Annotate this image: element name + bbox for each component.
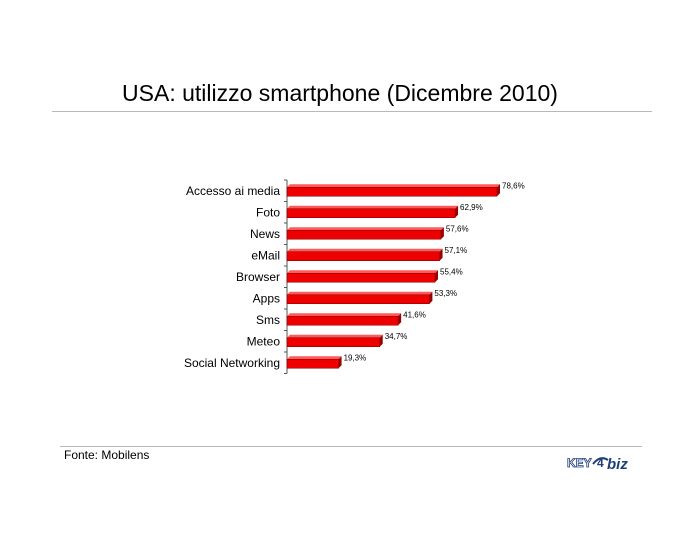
category-label: Social Networking <box>184 356 280 370</box>
bar <box>286 316 399 326</box>
bar-top-face <box>287 184 500 188</box>
category-label: eMail <box>251 248 280 262</box>
svg-text:biz: biz <box>607 456 628 473</box>
bar-side-face <box>497 184 500 197</box>
bar <box>286 337 380 347</box>
data-label: 57,6% <box>446 224 469 233</box>
bar <box>286 251 440 261</box>
category-label: Accesso ai media <box>186 184 280 198</box>
bar-side-face <box>429 291 433 304</box>
data-label: 78,6% <box>502 181 525 190</box>
data-label: 62,9% <box>460 203 483 212</box>
category-label: Browser <box>236 270 280 284</box>
data-label: 19,3% <box>344 353 367 362</box>
source-note: Fonte: Mobilens <box>64 448 150 462</box>
bar-side-face <box>455 205 459 218</box>
data-label: 57,1% <box>445 246 468 255</box>
category-label: News <box>250 227 280 241</box>
bar-side-face <box>439 248 443 261</box>
bar-side-face <box>435 270 439 283</box>
bar-side-face <box>379 334 383 347</box>
bar-top-face <box>287 248 443 252</box>
bar <box>286 294 430 304</box>
bar-top-face <box>287 227 444 231</box>
bar <box>286 273 436 283</box>
bar-top-face <box>287 313 402 317</box>
data-label: 53,3% <box>434 289 457 298</box>
category-label: Sms <box>256 313 280 327</box>
key4biz-logo: KEY 4 biz <box>567 456 629 473</box>
bar-top-face <box>287 270 439 274</box>
svg-text:KEY: KEY <box>567 456 592 470</box>
category-label: Meteo <box>247 334 281 348</box>
svg-text:4: 4 <box>597 456 604 470</box>
title-divider <box>52 111 652 112</box>
category-label: Apps <box>253 291 280 305</box>
page-title: USA: utilizzo smartphone (Dicembre 2010) <box>122 80 558 106</box>
footer-divider <box>60 446 642 447</box>
category-label: Foto <box>256 205 280 219</box>
bar-side-face <box>338 356 342 369</box>
data-label: 34,7% <box>385 332 408 341</box>
data-label: 55,4% <box>440 267 463 276</box>
bar <box>286 208 456 218</box>
bar-top-face <box>287 334 383 338</box>
bar-top-face <box>287 205 459 209</box>
bar <box>286 187 498 197</box>
bar-side-face <box>440 227 444 240</box>
bar-top-face <box>287 291 433 295</box>
data-label: 41,6% <box>403 310 426 319</box>
bar <box>286 359 339 369</box>
bar-top-face <box>287 356 342 360</box>
bar-side-face <box>398 313 402 326</box>
bar <box>286 230 442 240</box>
